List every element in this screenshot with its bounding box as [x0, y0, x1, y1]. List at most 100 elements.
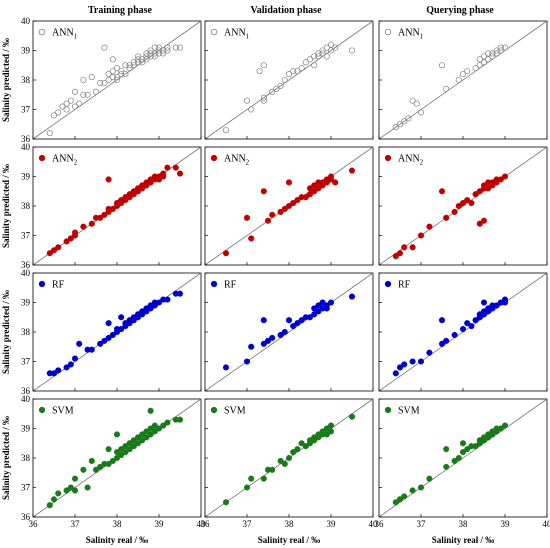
- y-tick-label: 39: [21, 46, 31, 56]
- data-point: [443, 85, 450, 92]
- data-point: [101, 44, 108, 51]
- y-tick-label: 39: [21, 298, 31, 308]
- data-point: [63, 487, 70, 494]
- data-point: [464, 446, 471, 453]
- data-point: [134, 434, 142, 441]
- data-point: [243, 484, 251, 491]
- data-point: [248, 106, 255, 113]
- column-title-training: Training phase: [88, 5, 153, 16]
- data-point: [401, 244, 408, 251]
- x-tick-label: 36: [29, 519, 39, 529]
- data-point: [67, 235, 74, 242]
- data-point: [269, 466, 276, 473]
- data-point: [63, 238, 70, 245]
- data-point: [260, 188, 267, 195]
- data-point: [438, 317, 446, 324]
- data-point: [130, 59, 137, 66]
- x-tick-label: 39: [155, 519, 165, 529]
- y-tick-label: 38: [21, 75, 31, 85]
- data-point: [443, 446, 450, 453]
- data-point: [472, 317, 479, 324]
- data-point: [88, 74, 95, 81]
- data-point: [113, 76, 121, 84]
- data-point: [260, 62, 267, 69]
- y-tick-label: 39: [21, 172, 31, 182]
- data-point: [50, 247, 58, 254]
- data-point: [55, 109, 62, 116]
- data-point: [143, 50, 150, 57]
- data-point: [438, 188, 446, 195]
- data-point: [97, 463, 104, 470]
- legend-marker: [384, 280, 392, 288]
- data-point: [302, 59, 309, 66]
- data-point: [438, 62, 446, 69]
- data-point: [160, 422, 167, 429]
- data-point: [113, 449, 121, 456]
- data-point: [315, 434, 322, 441]
- data-point: [298, 317, 305, 324]
- data-point: [260, 94, 267, 101]
- data-point: [147, 407, 154, 414]
- data-point: [501, 173, 509, 180]
- legend-label: RF: [52, 280, 65, 291]
- data-point: [327, 428, 335, 435]
- data-point: [143, 53, 150, 60]
- data-point: [302, 443, 309, 450]
- data-point: [455, 202, 462, 210]
- data-point: [501, 422, 509, 429]
- data-point: [155, 50, 163, 57]
- data-point: [315, 53, 322, 60]
- data-point: [176, 416, 184, 423]
- data-point: [480, 53, 488, 60]
- data-point: [243, 358, 251, 365]
- data-point: [409, 487, 416, 494]
- data-point: [290, 323, 297, 330]
- y-axis-title: Salinity predicted / ‰: [1, 38, 11, 122]
- data-point: [396, 250, 404, 257]
- legend-label: SVM: [398, 406, 420, 417]
- data-point: [59, 103, 66, 110]
- data-point: [480, 182, 488, 189]
- data-point: [63, 100, 70, 107]
- data-point: [464, 68, 471, 75]
- data-point: [139, 59, 146, 66]
- data-point: [319, 47, 326, 54]
- data-point: [464, 320, 471, 327]
- identity-line: [204, 272, 374, 392]
- data-point: [298, 440, 305, 447]
- data-point: [134, 59, 142, 66]
- column-titles: Training phase Validation phase Querying…: [88, 5, 494, 16]
- legend-label: ANN1: [398, 28, 424, 41]
- legend-marker: [38, 406, 46, 414]
- panel-ann1-training: 36 37 38 39 40 ANN1: [21, 16, 202, 144]
- data-point: [71, 103, 79, 110]
- data-point: [396, 121, 404, 128]
- data-point: [451, 208, 458, 215]
- data-point: [459, 71, 467, 78]
- data-point: [222, 127, 230, 134]
- data-point: [97, 79, 104, 87]
- data-point: [118, 68, 125, 75]
- data-point: [67, 361, 74, 368]
- data-point: [126, 62, 133, 69]
- data-point: [130, 437, 137, 444]
- y-tick-label: 39: [21, 424, 31, 434]
- data-point: [88, 346, 95, 353]
- data-point: [109, 457, 116, 465]
- data-point: [409, 97, 416, 104]
- data-point: [248, 235, 255, 242]
- data-point: [417, 484, 425, 491]
- data-point: [71, 88, 79, 95]
- y-tick-label: 37: [21, 231, 31, 241]
- data-point: [285, 317, 293, 324]
- legend-label: ANN2: [52, 154, 78, 167]
- data-point: [105, 334, 112, 341]
- data-point: [493, 47, 500, 54]
- data-point: [401, 361, 408, 368]
- data-point: [392, 253, 399, 260]
- x-axis-titles: Salinity real / ‰ Salinity real / ‰ Salini…: [86, 535, 495, 545]
- data-point: [76, 100, 83, 107]
- data-point: [306, 314, 314, 321]
- data-point: [497, 425, 504, 432]
- data-point: [160, 50, 167, 57]
